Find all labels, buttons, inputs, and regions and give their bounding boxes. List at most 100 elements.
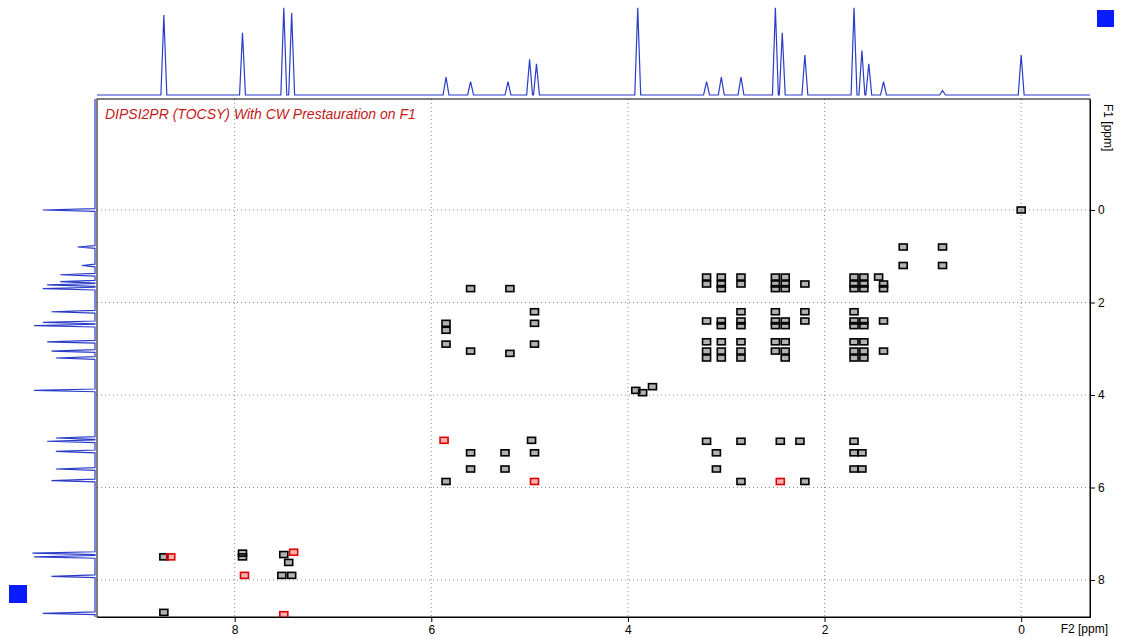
- cross-peak: [776, 478, 784, 484]
- grid-line-x: [431, 99, 432, 617]
- x-tick-label: 2: [822, 623, 829, 637]
- cross-peak: [737, 478, 745, 484]
- cross-peak: [860, 355, 868, 361]
- cross-peak: [781, 274, 789, 280]
- cross-peak: [880, 286, 888, 292]
- cross-peak: [717, 348, 725, 354]
- cross-peak: [280, 612, 288, 617]
- cross-peak: [506, 350, 514, 356]
- cross-peak: [850, 466, 858, 472]
- x-tick: 0: [1018, 617, 1025, 637]
- x-axis-title: F2 [ppm]: [1061, 622, 1108, 636]
- cross-peak: [850, 323, 858, 329]
- cross-peak: [858, 450, 866, 456]
- cross-peak: [850, 286, 858, 292]
- cross-peak: [703, 355, 711, 361]
- y-tick-mark: [1090, 210, 1095, 211]
- cross-peak: [285, 559, 293, 565]
- peak-series: [160, 207, 1025, 615]
- cross-peak: [771, 274, 779, 280]
- cross-peak: [639, 390, 647, 396]
- cross-peak: [703, 318, 711, 324]
- cross-peak: [880, 318, 888, 324]
- cross-peak: [781, 348, 789, 354]
- cross-peak: [531, 450, 539, 456]
- y-tick-mark: [1090, 303, 1095, 304]
- cross-peak: [160, 609, 168, 615]
- cross-peak: [501, 450, 509, 456]
- cross-peak: [801, 281, 809, 287]
- cross-peak: [703, 281, 711, 287]
- cross-peak: [288, 572, 296, 578]
- x-tick: 6: [428, 617, 435, 637]
- cross-peaks: [160, 207, 1025, 617]
- y-axis: 02468: [1090, 100, 1105, 618]
- cross-peak: [850, 348, 858, 354]
- cross-peak: [850, 450, 858, 456]
- x-tick: 2: [822, 617, 829, 637]
- x-tick-mark: [825, 617, 826, 622]
- cross-peak: [703, 348, 711, 354]
- x-tick: 4: [625, 617, 632, 637]
- cross-peak: [850, 438, 858, 444]
- cross-peak: [467, 450, 475, 456]
- cross-peak: [899, 244, 907, 250]
- cross-peak: [531, 320, 539, 326]
- cross-peak: [717, 323, 725, 329]
- cross-peak: [880, 348, 888, 354]
- f1-projection: [32, 99, 95, 617]
- cross-peak: [531, 341, 539, 347]
- cross-peak: [442, 327, 450, 333]
- grid-line-y: [97, 487, 1090, 488]
- x-tick-mark: [431, 617, 432, 622]
- cross-peak: [442, 320, 450, 326]
- cross-peak: [737, 348, 745, 354]
- cross-peak: [440, 437, 448, 443]
- y-tick-label: 6: [1098, 481, 1105, 495]
- y-tick-label: 2: [1098, 296, 1105, 310]
- cross-peak: [648, 384, 656, 390]
- chart-title: DIPSI2PR (TOCSY) With CW Prestauration o…: [105, 106, 416, 122]
- grid-line-y: [97, 580, 1090, 581]
- cross-peak: [703, 438, 711, 444]
- cross-peak: [528, 437, 536, 443]
- cross-peak: [850, 309, 858, 315]
- cross-peak: [717, 286, 725, 292]
- cross-peak: [737, 339, 745, 345]
- cross-peak: [860, 348, 868, 354]
- cross-peak: [850, 274, 858, 280]
- y-axis-title: F1 [ppm]: [1101, 104, 1115, 151]
- cross-peak: [737, 309, 745, 315]
- cross-peak: [860, 274, 868, 280]
- cross-peak: [240, 572, 248, 578]
- x-tick: 8: [232, 617, 239, 637]
- cross-peak: [781, 339, 789, 345]
- cross-peak: [712, 450, 720, 456]
- cross-peak: [1017, 207, 1025, 213]
- cross-peak: [467, 466, 475, 472]
- cross-peak: [737, 274, 745, 280]
- cross-peak: [771, 348, 779, 354]
- grid: [97, 99, 1090, 617]
- x-axis-line: [98, 617, 1091, 618]
- cross-peak: [442, 341, 450, 347]
- cross-peak: [858, 466, 866, 472]
- x-axis: 8 6 4 2 0: [98, 617, 1091, 637]
- cross-peak: [717, 355, 725, 361]
- y-tick-label: 8: [1098, 573, 1105, 587]
- x-tick-label: 6: [428, 623, 435, 637]
- cross-peak: [860, 286, 868, 292]
- x-tick-mark: [628, 617, 629, 622]
- cross-peak: [737, 281, 745, 287]
- spectrum-svg: 8 6 4 2 00 2 4 6 8 F2 [ppm] F1 [ppm] DIPSI2PR (TOCS…: [0, 0, 1122, 638]
- plot-frame: [97, 99, 1090, 617]
- cross-peak: [737, 438, 745, 444]
- cross-peak: [290, 549, 298, 555]
- cross-peak: [850, 339, 858, 345]
- x-tick-mark: [1021, 617, 1022, 622]
- y-tick: 2: [1090, 296, 1105, 310]
- cross-peak: [801, 478, 809, 484]
- cross-peak: [167, 554, 175, 560]
- cross-peak: [239, 554, 247, 560]
- cross-peak: [531, 478, 539, 484]
